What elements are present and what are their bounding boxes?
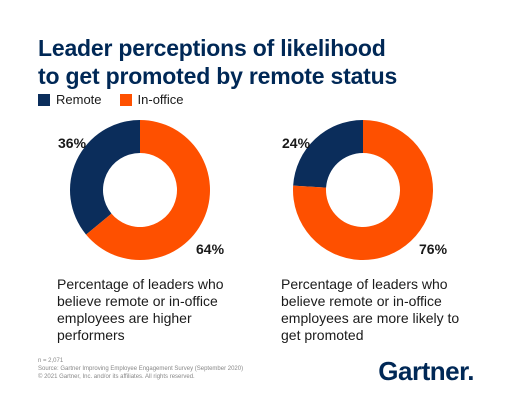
donut-chart-2: 24% 76% (282, 120, 448, 260)
gartner-logo: Gartner. (378, 356, 474, 386)
footnote-source: Source: Gartner Improving Employee Engag… (38, 366, 244, 372)
label-in-office-1: 64% (196, 241, 225, 257)
legend-label-remote: Remote (56, 92, 102, 107)
label-remote-1: 36% (58, 135, 87, 151)
caption-chart-2: Percentage of leaders who believe remote… (281, 276, 460, 343)
donut-chart-1: 36% 64% (58, 120, 225, 261)
title-line-1: Leader perceptions of likelihood (38, 35, 386, 61)
footnote-sample: n = 2,071 (38, 358, 64, 364)
legend: Remote In-office (38, 92, 202, 107)
legend-swatch-in-office (119, 93, 132, 106)
footnote-copyright: © 2021 Gartner, Inc. and/or its affiliat… (38, 374, 195, 380)
label-remote-2: 24% (282, 135, 311, 151)
footnote: n = 2,071 Source: Gartner Improving Empl… (38, 357, 243, 381)
label-in-office-2: 76% (419, 241, 448, 257)
slice-remote-2 (293, 120, 363, 188)
legend-item-in-office: In-office (119, 92, 184, 107)
slice-in-office-2 (293, 120, 434, 260)
legend-item-remote: Remote (38, 92, 102, 107)
caption-chart-1: Percentage of leaders who believe remote… (57, 276, 224, 343)
title-line-2: to get promoted by remote status (38, 63, 398, 89)
slice-in-office-1 (86, 120, 210, 261)
legend-label-in-office: In-office (137, 92, 184, 107)
slice-remote-1 (69, 120, 140, 235)
chart-title: Leader perceptions of likelihood to get … (38, 34, 397, 90)
legend-swatch-remote (38, 93, 50, 106)
